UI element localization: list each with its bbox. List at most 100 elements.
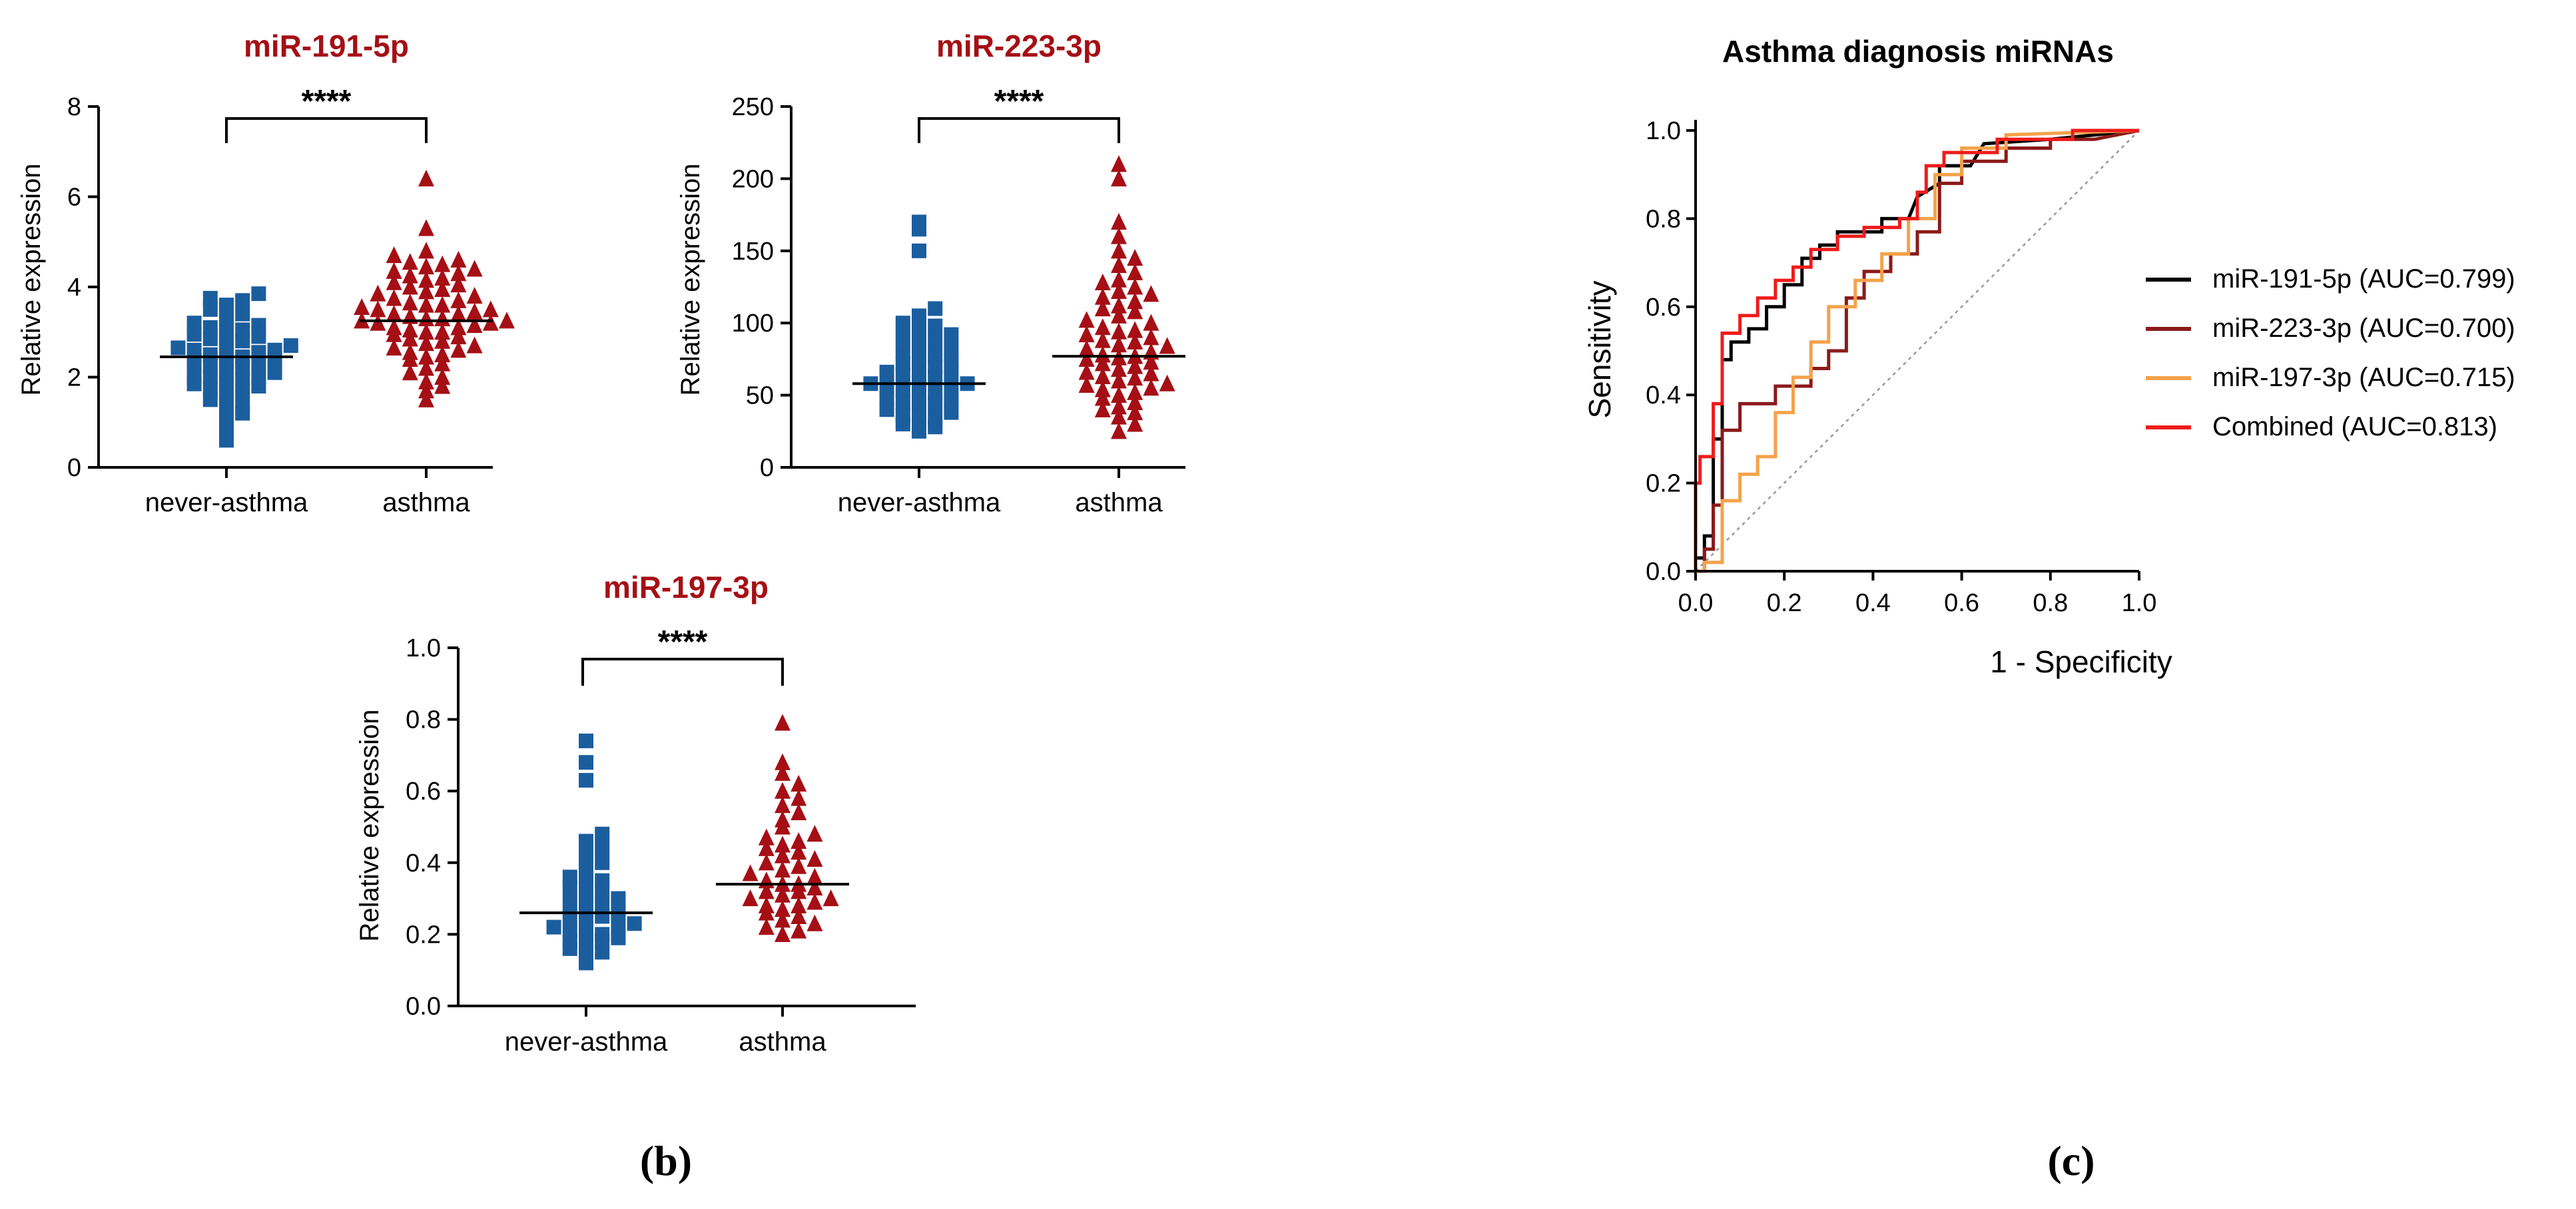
plot-mir197-ytick-label: 0.2 xyxy=(406,921,441,949)
plot-mir191-point-asthma xyxy=(386,338,402,356)
plot-mir223-category-1: asthma xyxy=(1075,488,1163,517)
plot-mir223-yticks: 0 50 100 150 200 250 xyxy=(732,93,791,482)
plot-mir191-ytick-label: 8 xyxy=(67,93,81,121)
plot-mir191-ytick-label: 2 xyxy=(67,364,81,392)
plot-mir197-point-asthma xyxy=(742,889,759,907)
plot-mir191-point-never-asthma xyxy=(251,318,266,333)
plot-mir223-point-never-asthma xyxy=(928,333,943,348)
plot-mir191-point-never-asthma xyxy=(235,293,250,308)
plot-mir223-point-never-asthma xyxy=(944,327,959,342)
plot-mir197-point-never-asthma xyxy=(579,901,593,917)
plot-mir223-point-asthma xyxy=(1094,346,1111,363)
plot-roc-ytick-label: 0.8 xyxy=(1646,205,1681,233)
plot-mir191-point-asthma xyxy=(402,266,418,284)
plot-mir191-point-asthma xyxy=(402,330,418,347)
plot-mir197-point-asthma xyxy=(806,867,823,885)
plot-mir197-ytick-label: 0.8 xyxy=(406,706,441,734)
plot-mir223-point-never-asthma xyxy=(912,243,926,258)
plot-mir197-ytick-label: 0.6 xyxy=(406,778,441,806)
plot-mir197-points xyxy=(519,714,849,971)
plot-roc-legend-label-1: miR-223-3p (AUC=0.700) xyxy=(2212,314,2515,343)
plot-mir223-point-never-asthma xyxy=(928,318,943,334)
plot-roc-line-2 xyxy=(1696,128,2140,573)
plot-mir191-point-never-asthma xyxy=(235,397,250,412)
plot-mir223-point-asthma xyxy=(1078,325,1095,343)
plot-mir197-category-1: asthma xyxy=(739,1027,826,1057)
plot-roc-xtick-label: 0.0 xyxy=(1678,589,1714,617)
plot-mir191-point-asthma xyxy=(418,390,434,407)
plot-roc-ylabel: Sensitivity xyxy=(1582,280,1617,418)
plot-mir223-point-never-asthma xyxy=(928,385,943,400)
plot-mir191-point-asthma xyxy=(434,280,451,297)
plot-mir223-ytick-label: 250 xyxy=(732,93,774,121)
plot-mir191-point-asthma xyxy=(482,300,499,318)
plot-roc-legend-label-0: miR-191-5p (AUC=0.799) xyxy=(2212,264,2515,294)
plot-mir191-point-asthma xyxy=(402,343,418,360)
plot-mir223-ylabel: Relative expression xyxy=(676,163,705,395)
plot-mir191-point-asthma xyxy=(434,268,451,286)
plot-mir191-point-asthma xyxy=(418,323,434,340)
plot-mir197-point-asthma xyxy=(791,774,807,792)
plot-mir223-point-asthma xyxy=(1127,332,1143,350)
plot-mir223-point-never-asthma xyxy=(912,214,926,230)
plot-mir223-point-never-asthma xyxy=(912,387,926,403)
plot-mir191-point-asthma xyxy=(402,294,418,311)
panel-label-c: (c) xyxy=(2047,1137,2094,1184)
plot-mir197-point-asthma xyxy=(775,911,791,928)
plot-mir223-point-asthma xyxy=(1111,169,1127,186)
plot-mir191-point-never-asthma xyxy=(170,340,186,356)
panel-label-b: (b) xyxy=(640,1137,692,1184)
plot-roc-line-3 xyxy=(1694,128,2139,571)
plot-mir223-sig-bracket xyxy=(918,117,1120,143)
plot-mir223-point-asthma xyxy=(1127,383,1143,400)
plot-mir191-point-never-asthma xyxy=(235,322,250,338)
plot-mir197-point-never-asthma xyxy=(595,898,610,913)
plot-mir197-point-never-asthma xyxy=(562,869,577,885)
plot-mir191-point-asthma xyxy=(402,278,418,295)
plot-mir191-point-asthma xyxy=(418,334,434,352)
plot-mir197-point-asthma xyxy=(775,810,791,828)
plot-mir223-point-never-asthma xyxy=(895,367,910,383)
plot-mir223-point-never-asthma xyxy=(895,344,910,360)
plot-mir191-point-never-asthma xyxy=(219,311,234,326)
plot-mir223-point-never-asthma xyxy=(895,381,910,397)
plot-mir223-point-asthma xyxy=(1127,249,1143,266)
plot-mir191-point-asthma xyxy=(386,305,402,322)
plot-mir197-point-never-asthma xyxy=(611,891,626,906)
plot-mir223-point-asthma xyxy=(1078,375,1095,393)
plot-mir191-point-never-asthma xyxy=(186,342,202,358)
plot-roc-legend: miR-191-5p (AUC=0.799) miR-223-3p (AUC=0.… xyxy=(2146,264,2515,441)
plot-mir191-point-asthma xyxy=(386,246,402,264)
plot-mir223-point-asthma xyxy=(1111,282,1127,300)
plot-mir223-point-never-asthma xyxy=(928,347,943,362)
plot-mir223-point-asthma xyxy=(1111,422,1127,439)
plot-mir191-ytick-label: 6 xyxy=(67,184,81,212)
plot-mir197-ytick-label: 1.0 xyxy=(406,634,441,662)
plot-mir197-point-asthma xyxy=(806,849,823,867)
plot-mir191-point-asthma xyxy=(450,305,467,322)
plot-mir197-point-never-asthma xyxy=(595,855,610,870)
plot-mir191-point-never-asthma xyxy=(202,369,218,385)
plot-mir223-point-asthma xyxy=(1127,357,1143,374)
plot-mir223-point-asthma xyxy=(1094,354,1111,371)
plot-mir191-point-never-asthma xyxy=(251,369,266,385)
plot-mir191-category-0: never-asthma xyxy=(145,488,308,517)
plot-mir223-point-never-asthma xyxy=(928,396,943,411)
plot-mir223-point-asthma xyxy=(1111,360,1127,377)
plot-mir223-point-asthma xyxy=(1127,278,1143,295)
plot-mir223-ytick-label: 50 xyxy=(746,382,774,410)
plot-mir197-point-asthma xyxy=(742,864,759,881)
plot-mir223-point-never-asthma xyxy=(895,356,910,371)
plot-mir223-point-asthma xyxy=(1094,273,1111,291)
plot-mir223-point-asthma xyxy=(1094,400,1111,417)
plot-mir197-point-asthma xyxy=(775,714,791,731)
plot-mir191-point-never-asthma xyxy=(235,371,250,387)
plot-mir197-point-asthma xyxy=(791,832,807,849)
plot-mir191-point-asthma xyxy=(450,341,467,358)
plot-mir223-point-asthma xyxy=(1111,407,1127,425)
plot-mir223-ytick-label: 150 xyxy=(732,238,774,266)
plot-roc-legend-label-3: Combined (AUC=0.813) xyxy=(2212,412,2497,441)
plot-roc-reference-line xyxy=(1695,130,2140,572)
plot-mir197-point-never-asthma xyxy=(562,894,577,909)
